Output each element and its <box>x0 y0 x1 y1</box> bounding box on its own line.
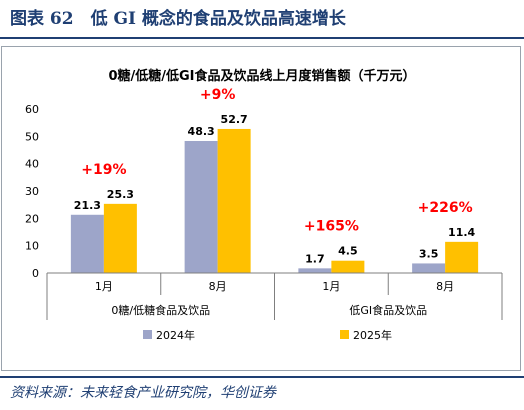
bar-2025年-1 <box>217 128 251 273</box>
bar-2025年-3 <box>445 241 479 273</box>
figure-title: 图表 62 低 GI 概念的食品及饮品高速增长 <box>10 9 346 29</box>
x-tick-label: 1月 <box>322 280 340 293</box>
value-label: 21.3 <box>74 199 101 212</box>
x-tick-label: 8月 <box>209 280 227 293</box>
bar-2024年-0 <box>70 214 104 273</box>
y-tick-label: 10 <box>25 240 39 253</box>
source-note: 资料来源：未来轻食产业研究院，华创证券 <box>10 385 276 401</box>
chart-title: 0糖/低糖/低GI食品及饮品线上月度销售额（千万元） <box>108 68 415 84</box>
y-tick-label: 20 <box>25 212 39 225</box>
value-label: 48.3 <box>188 125 215 138</box>
source-rule <box>0 376 524 378</box>
y-tick-label: 60 <box>25 103 39 116</box>
bar-2024年-1 <box>184 140 218 273</box>
value-label: 25.3 <box>107 188 134 201</box>
group-label: 低GI食品及饮品 <box>349 303 427 317</box>
y-tick-label: 0 <box>32 267 39 280</box>
group-label: 0糖/低糖食品及饮品 <box>111 303 210 317</box>
legend-swatch-2024年 <box>143 330 152 339</box>
chart-frame <box>1 46 521 371</box>
legend-label: 2025年 <box>353 328 392 342</box>
x-tick-label: 1月 <box>95 280 113 293</box>
value-label: 52.7 <box>221 113 248 126</box>
growth-label: +226% <box>418 200 473 216</box>
legend-swatch-2025年 <box>340 330 349 339</box>
bar-2025年-0 <box>103 203 137 273</box>
value-label: 3.5 <box>419 247 439 260</box>
bar-2024年-2 <box>298 268 332 273</box>
legend-label: 2024年 <box>156 328 195 342</box>
y-tick-label: 50 <box>25 130 39 143</box>
bar-2024年-3 <box>412 263 446 273</box>
value-label: 1.7 <box>305 252 325 265</box>
value-label: 11.4 <box>448 226 475 239</box>
bar-2025年-2 <box>331 260 365 273</box>
growth-label: +9% <box>200 87 236 103</box>
y-tick-label: 40 <box>25 158 39 171</box>
y-tick-label: 30 <box>25 185 39 198</box>
value-label: 4.5 <box>338 245 358 258</box>
x-tick-label: 8月 <box>436 280 454 293</box>
title-rule <box>0 37 524 39</box>
growth-label: +165% <box>304 219 359 235</box>
growth-label: +19% <box>81 162 126 178</box>
